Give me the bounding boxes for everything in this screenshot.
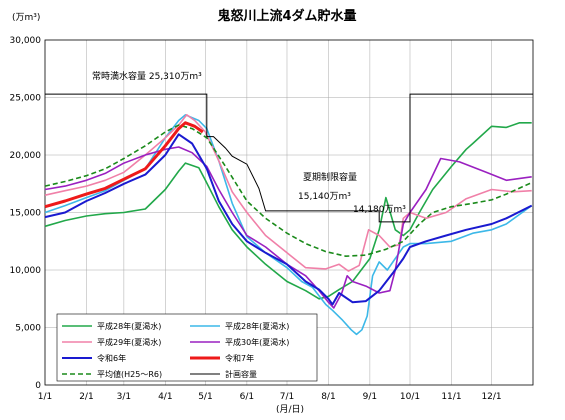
x-tick-label: 4/1	[158, 392, 172, 402]
x-tick-label: 5/1	[198, 392, 212, 402]
x-tick-label: 1/1	[38, 392, 52, 402]
legend-label: 平均値(H25～R6)	[97, 369, 162, 379]
y-tick-label: 20,000	[10, 151, 42, 161]
x-ticks: 1/1 2/1 3/1 4/1 5/1 6/1 7/1 8/1 9/1 10/1 11/1 12/1	[38, 392, 502, 402]
legend-label: 平成30年(夏渇水)	[225, 337, 289, 347]
legend-label: 令和6年	[97, 353, 126, 363]
series-line-4	[44, 133, 533, 306]
x-axis-unit: (月/日)	[276, 404, 304, 415]
x-tick-label: 10/1	[400, 392, 420, 402]
x-tick-label: 12/1	[481, 392, 501, 402]
series-line-3	[44, 146, 532, 309]
legend-label: 計画容量	[225, 369, 257, 379]
legend-label: 平成29年(夏渇水)	[97, 337, 161, 347]
legend-label: 平成28年(夏渇水)	[225, 321, 289, 331]
legend-label: 令和7年	[225, 353, 254, 363]
x-tick-label: 11/1	[441, 392, 461, 402]
legend-box	[56, 313, 318, 382]
y-tick-label: 0	[35, 381, 41, 391]
y-ticks: 0 5,000 10,000 15,000 20,000 25,000 30,000	[10, 36, 42, 391]
legend: 平成28年(夏渇水) 平成28年(夏渇水) 平成29年(夏渇水) 平成30年(夏渇水)…	[56, 313, 318, 382]
series-line-6	[44, 124, 533, 258]
x-tick-label: 3/1	[117, 392, 131, 402]
series-line-5	[44, 121, 204, 209]
y-tick-label: 15,000	[10, 209, 42, 219]
y-tick-label: 10,000	[10, 266, 42, 276]
summer-value-2: 14,180万m³	[353, 205, 406, 215]
y-tick-label: 30,000	[10, 36, 42, 46]
legend-label: 平成28年(夏渇水)	[97, 321, 161, 331]
x-tick-label: 6/1	[240, 392, 254, 402]
series-line-plan	[45, 93, 533, 223]
x-tick-label: 9/1	[363, 392, 377, 402]
y-axis-unit: (万m³)	[12, 13, 40, 23]
chart-title: 鬼怒川上流4ダム貯水量	[217, 8, 356, 24]
summer-value-1: 15,140万m³	[298, 192, 351, 202]
series-line-2	[44, 114, 532, 272]
y-tick-label: 5,000	[15, 324, 41, 334]
normal-capacity-annotation: 常時満水容量 25,310万m³	[92, 70, 202, 82]
series-line-1	[44, 114, 533, 336]
x-tick-label: 8/1	[321, 392, 335, 402]
x-tick-label: 2/1	[79, 392, 93, 402]
series-lines	[44, 93, 533, 336]
y-tick-label: 25,000	[10, 94, 42, 104]
x-tick-label: 7/1	[280, 392, 294, 402]
summer-limit-annotation: 夏期制限容量	[303, 171, 357, 183]
